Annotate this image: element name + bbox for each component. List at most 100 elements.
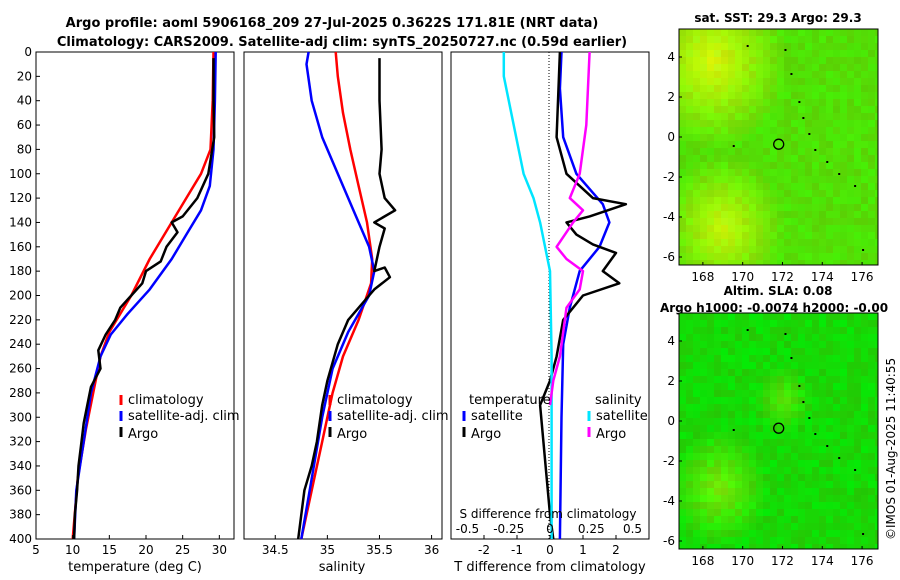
map-cell — [833, 232, 841, 240]
map-cell — [840, 127, 848, 135]
map-cell — [833, 155, 841, 163]
map-cell — [756, 544, 764, 549]
map-cell — [784, 481, 792, 489]
map-cell — [777, 418, 785, 426]
map-cell — [714, 439, 722, 447]
map-cell — [805, 390, 813, 398]
map-cell — [819, 57, 827, 65]
map-cell — [868, 460, 876, 468]
map-cell — [770, 43, 778, 51]
map-cell — [721, 246, 729, 254]
map-cell — [686, 460, 694, 468]
map-cell — [826, 488, 834, 496]
map-cell — [812, 544, 820, 549]
map-cell — [679, 488, 687, 496]
map-cell — [840, 36, 848, 44]
map-cell — [847, 36, 855, 44]
map-cell — [861, 92, 869, 100]
map-cell — [847, 141, 855, 149]
map-cell — [777, 64, 785, 72]
map-cell — [861, 127, 869, 135]
map-cell — [714, 190, 722, 198]
map-cell — [812, 218, 820, 226]
map-cell — [693, 260, 701, 265]
sst-map-frame — [678, 28, 879, 266]
map-cell — [833, 348, 841, 356]
map-cell — [812, 516, 820, 524]
map-cell — [735, 99, 743, 107]
map-cell — [875, 369, 878, 377]
map-cell — [679, 362, 687, 370]
map-cell — [805, 106, 813, 114]
map-cell — [749, 99, 757, 107]
map-cell — [700, 141, 708, 149]
map-cell — [812, 190, 820, 198]
sst-map-heatmap — [679, 29, 878, 265]
island-speck — [808, 133, 811, 135]
map-cell — [847, 495, 855, 503]
map-cell — [791, 390, 799, 398]
map-cell — [714, 204, 722, 212]
y-tick-label: 20 — [17, 69, 32, 83]
map-cell — [763, 397, 771, 405]
map-cell — [735, 488, 743, 496]
map-cell — [805, 85, 813, 93]
map-cell — [826, 43, 834, 51]
map-cell — [812, 313, 820, 321]
map-cell — [798, 260, 806, 265]
map-cell — [791, 162, 799, 170]
map-cell — [721, 481, 729, 489]
map-cell — [707, 383, 715, 391]
map-cell — [679, 204, 687, 212]
map-cell — [875, 334, 878, 342]
map-cell — [875, 190, 878, 198]
map-cell — [756, 78, 764, 86]
map-cell — [728, 383, 736, 391]
map-cell — [854, 239, 862, 247]
legend-label-climatology: climatology — [128, 393, 204, 408]
map-cell — [707, 78, 715, 86]
map-cell — [812, 120, 820, 128]
map-cell — [693, 78, 701, 86]
map-cell — [812, 327, 820, 335]
map-cell — [798, 204, 806, 212]
map-cell — [875, 495, 878, 503]
map-cell — [875, 404, 878, 412]
map-cell — [707, 467, 715, 475]
map-cell — [742, 120, 750, 128]
map-cell — [763, 390, 771, 398]
map-cell — [763, 446, 771, 454]
map-cell — [714, 141, 722, 149]
map-cell — [756, 425, 764, 433]
map-cell — [693, 246, 701, 254]
map-cell — [798, 211, 806, 219]
map-cell — [875, 376, 878, 384]
map-cell — [847, 239, 855, 247]
map-cell — [686, 246, 694, 254]
map-cell — [854, 425, 862, 433]
map-cell — [861, 176, 869, 184]
map-cell — [833, 169, 841, 177]
map-cell — [700, 50, 708, 58]
map-cell — [679, 176, 687, 184]
map-cell — [693, 327, 701, 335]
map-cell — [714, 92, 722, 100]
map-cell — [840, 57, 848, 65]
map-cell — [854, 169, 862, 177]
map-cell — [784, 544, 792, 549]
map-cell — [819, 383, 827, 391]
map-cell — [840, 260, 848, 265]
map-cell — [700, 362, 708, 370]
map-cell — [728, 334, 736, 342]
map-cell — [770, 446, 778, 454]
map-y-tick-label: -6 — [663, 534, 675, 548]
map-cell — [749, 544, 757, 549]
map-cell — [679, 36, 687, 44]
x-tick-label: 36 — [424, 543, 439, 557]
map-cell — [686, 383, 694, 391]
map-cell — [854, 141, 862, 149]
map-cell — [854, 155, 862, 163]
map-cell — [721, 36, 729, 44]
map-cell — [833, 544, 841, 549]
map-cell — [826, 362, 834, 370]
